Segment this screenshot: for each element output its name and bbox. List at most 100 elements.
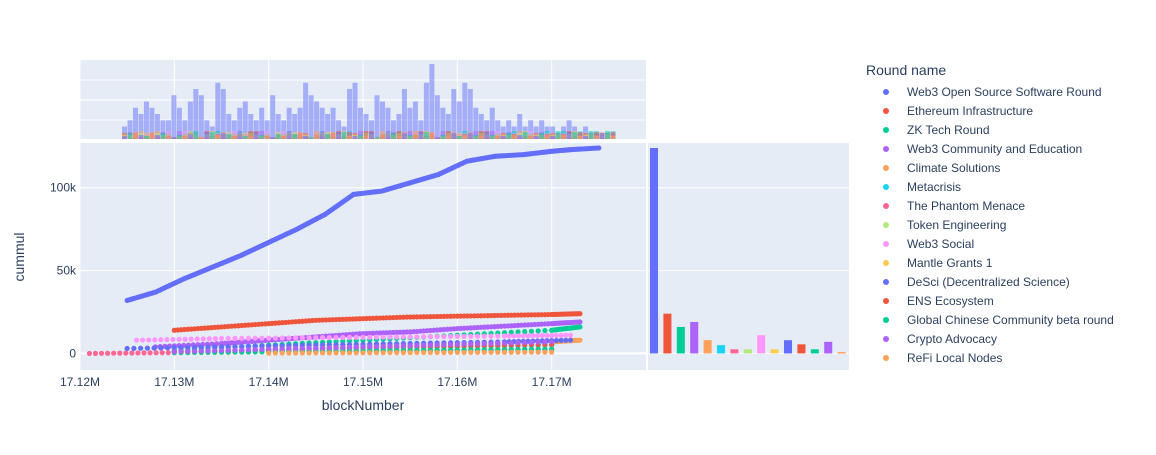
legend-item[interactable]: Token Engineering bbox=[866, 215, 1151, 234]
histogram-bar bbox=[500, 126, 506, 139]
scatter-point bbox=[319, 345, 326, 351]
scatter-point bbox=[266, 346, 272, 352]
legend-label: Global Chinese Community beta round bbox=[907, 312, 1114, 327]
scatter-point bbox=[447, 341, 454, 348]
scatter-point bbox=[299, 350, 305, 356]
marginal-bar bbox=[784, 340, 793, 354]
histogram-bar bbox=[407, 107, 413, 139]
legend-item[interactable]: ZK Tech Round bbox=[866, 120, 1151, 139]
legend-item[interactable]: ReFi Local Nodes bbox=[866, 348, 1151, 367]
scatter-point bbox=[266, 350, 272, 356]
scatter-point bbox=[544, 332, 550, 339]
histogram-bar bbox=[132, 107, 138, 139]
histogram-bar bbox=[385, 131, 391, 139]
legend-marker-icon bbox=[883, 259, 889, 266]
histogram-bar bbox=[539, 120, 545, 139]
scatter-point bbox=[567, 332, 574, 338]
histogram-bar bbox=[550, 126, 556, 139]
legend-label: Ethereum Infrastructure bbox=[907, 103, 1034, 118]
legend-marker-icon bbox=[883, 164, 889, 171]
legend-label: Metacrisis bbox=[907, 179, 962, 194]
legend-item[interactable]: Climate Solutions bbox=[866, 158, 1151, 177]
scatter-point bbox=[176, 336, 182, 342]
scatter-point bbox=[367, 344, 373, 350]
scatter-point bbox=[525, 333, 531, 339]
scatter-point bbox=[245, 335, 252, 341]
legend-marker-icon bbox=[883, 107, 889, 114]
legend-item[interactable]: Web3 Social bbox=[866, 234, 1151, 253]
histogram-bar bbox=[303, 137, 309, 139]
legend-marker-icon bbox=[883, 145, 889, 152]
scatter-point bbox=[528, 328, 535, 334]
legend: Round name Web3 Open Source Software Rou… bbox=[866, 62, 1151, 367]
histogram-bar bbox=[264, 134, 270, 139]
histogram-bar bbox=[187, 137, 193, 139]
legend-item[interactable]: Global Chinese Community beta round bbox=[866, 310, 1151, 329]
histogram-bar bbox=[456, 136, 462, 139]
histogram-bar bbox=[204, 137, 210, 139]
scatter-point bbox=[387, 343, 393, 349]
scatter-point bbox=[373, 343, 380, 350]
scatter-point bbox=[272, 346, 279, 352]
histogram-bar bbox=[198, 95, 204, 139]
scatter-point bbox=[293, 335, 299, 341]
histogram-bar bbox=[143, 136, 149, 139]
histogram-bar bbox=[583, 137, 589, 139]
legend-marker-icon bbox=[883, 126, 889, 133]
scatter-point bbox=[427, 342, 433, 348]
histogram-bar bbox=[270, 95, 276, 139]
histogram-bar bbox=[599, 133, 605, 139]
legend-item[interactable]: ENS Ecosystem bbox=[866, 291, 1151, 310]
legend-item[interactable]: DeSci (Decentralized Science) bbox=[866, 272, 1151, 291]
marginal-bar bbox=[730, 349, 739, 354]
histogram-bar bbox=[286, 137, 292, 139]
scatter-point bbox=[373, 334, 380, 340]
legend-marker-icon bbox=[883, 202, 889, 209]
scatter-point bbox=[279, 350, 285, 356]
scatter-point bbox=[400, 334, 407, 340]
histogram-bar bbox=[407, 135, 413, 139]
legend-item[interactable]: Crypto Advocacy bbox=[866, 329, 1151, 348]
legend-marker-icon bbox=[883, 316, 889, 323]
legend-item[interactable]: Metacrisis bbox=[866, 177, 1151, 196]
histogram-bar bbox=[248, 133, 254, 139]
histogram-bar bbox=[369, 132, 374, 139]
scatter-point bbox=[340, 344, 346, 350]
legend-item[interactable]: Web3 Open Source Software Round bbox=[866, 82, 1151, 101]
histogram-bar bbox=[539, 133, 545, 139]
histogram-bar bbox=[456, 101, 462, 139]
scatter-point bbox=[212, 344, 218, 350]
legend-item[interactable]: Mantle Grants 1 bbox=[866, 253, 1151, 272]
histogram-bar bbox=[314, 131, 320, 139]
histogram-bar bbox=[484, 132, 490, 139]
scatter-point bbox=[212, 336, 219, 342]
histogram-bar bbox=[308, 137, 314, 139]
legend-item[interactable]: Ethereum Infrastructure bbox=[866, 101, 1151, 120]
histogram-bar bbox=[511, 135, 517, 139]
scatter-point bbox=[299, 335, 305, 341]
histogram-bar bbox=[347, 132, 353, 139]
histogram-bar bbox=[506, 133, 512, 139]
scatter-point bbox=[542, 327, 548, 334]
histogram-bar bbox=[193, 89, 199, 139]
histogram-bar bbox=[374, 137, 380, 139]
marginal-bar bbox=[676, 326, 685, 354]
scatter-point bbox=[279, 335, 285, 341]
scatter-point bbox=[495, 340, 501, 346]
histogram-bar bbox=[226, 134, 232, 139]
histogram-bar bbox=[138, 114, 144, 139]
legend-label: ZK Tech Round bbox=[907, 122, 990, 137]
histogram-bar bbox=[588, 131, 594, 139]
legend-item[interactable]: The Phantom Menace bbox=[866, 196, 1151, 215]
x-axis-title: blockNumber bbox=[322, 397, 405, 413]
scatter-point bbox=[434, 334, 440, 340]
histogram-bar bbox=[434, 137, 440, 139]
legend-item[interactable]: Web3 Community and Education bbox=[866, 139, 1151, 158]
scatter-point bbox=[468, 341, 474, 347]
histogram-bar bbox=[231, 120, 237, 139]
scatter-point bbox=[170, 336, 176, 343]
histogram-bar bbox=[440, 107, 446, 139]
scatter-point bbox=[141, 350, 147, 356]
legend-label: The Phantom Menace bbox=[907, 198, 1026, 213]
scatter-point bbox=[86, 350, 93, 357]
